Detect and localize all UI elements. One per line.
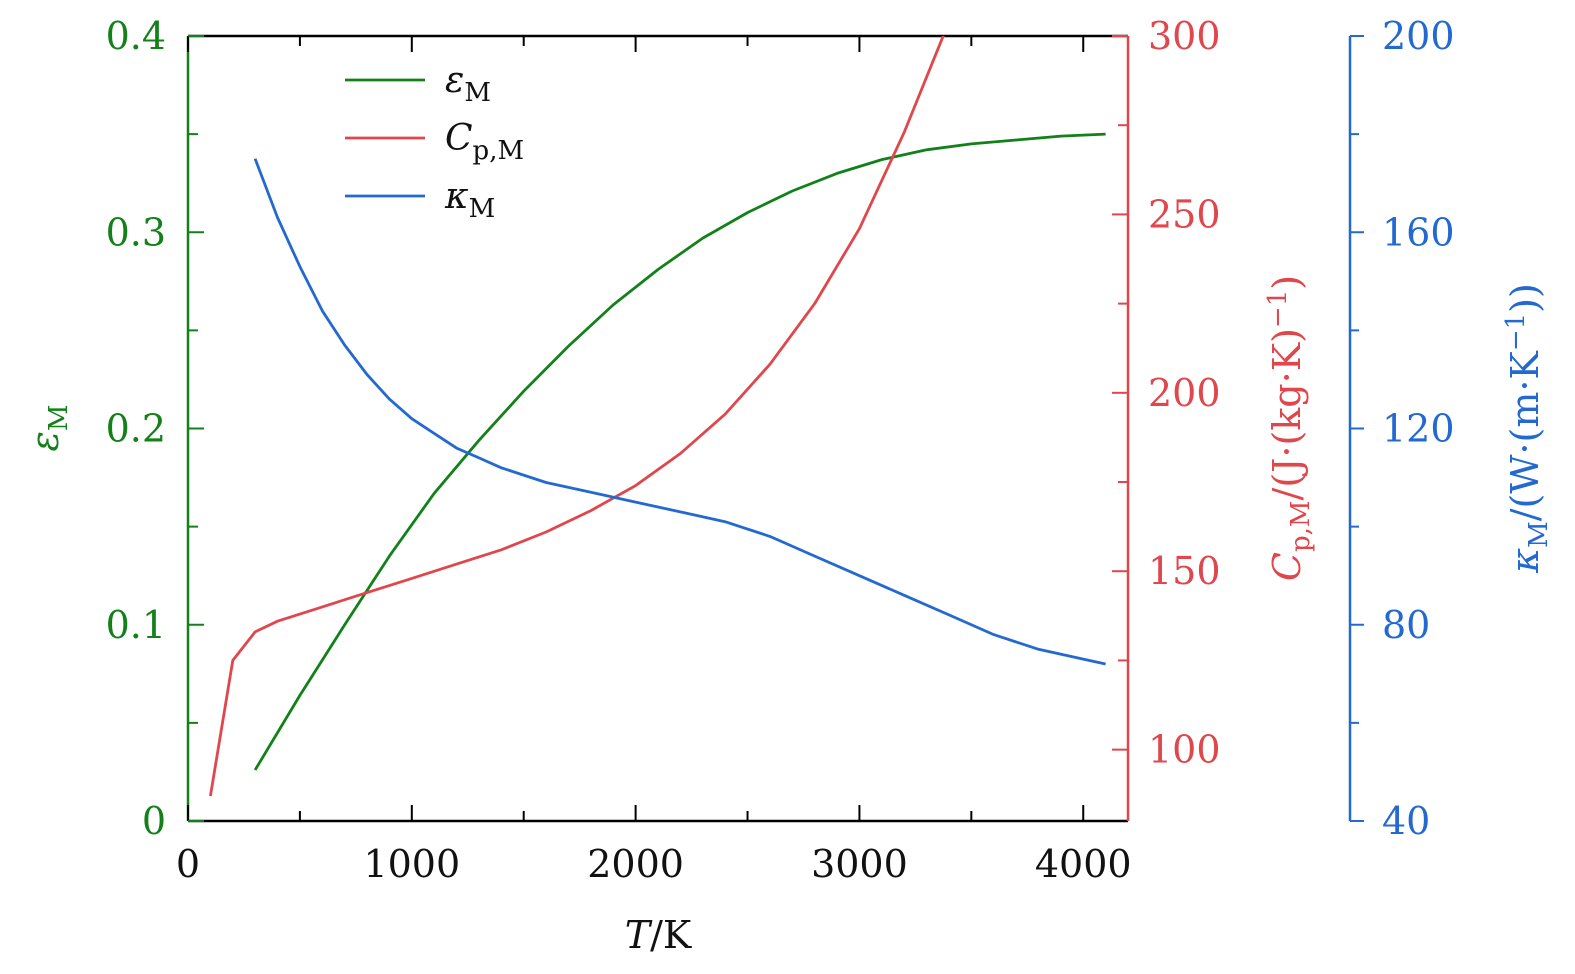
- legend-label: εM: [445, 60, 491, 108]
- outer-right-y-tick-label: 80: [1382, 603, 1430, 647]
- left-y-axis-title: εM: [23, 404, 74, 451]
- right-y-tick-label: 300: [1148, 14, 1221, 58]
- outer-right-y-tick-label: 160: [1382, 210, 1455, 254]
- left-y-tick-label: 0.1: [106, 603, 166, 647]
- legend-label: κM: [444, 176, 495, 224]
- legend: εM Cp,M κM: [345, 60, 524, 224]
- right-y-tick-label: 200: [1148, 371, 1221, 415]
- series-line-kappa: [253, 158, 1106, 666]
- x-tick-label: 1000: [363, 842, 460, 886]
- legend-label: Cp,M: [445, 118, 524, 166]
- outer-right-y-axis-title: κM/(W·(m·K−1)): [1501, 283, 1554, 574]
- x-tick-label: 2000: [587, 842, 684, 886]
- series-line-epsilon: [253, 132, 1106, 771]
- plot-frame: [186, 34, 1352, 823]
- right-y-tick-label: 250: [1148, 192, 1221, 236]
- x-tick-label: 0: [176, 842, 200, 886]
- outer-right-y-tick-label: 40: [1382, 799, 1430, 843]
- outer-right-y-tick-label: 200: [1382, 14, 1455, 58]
- left-y-tick-label: 0.3: [106, 210, 166, 254]
- left-y-tick-label: 0: [142, 799, 166, 843]
- left-y-tick-label: 0.2: [106, 407, 166, 451]
- x-tick-label: 4000: [1035, 842, 1132, 886]
- series-lines: [209, 36, 1106, 797]
- x-tick-label: 3000: [811, 842, 908, 886]
- axis-titles: T/K εM Cp,M/(J·(kg·K)−1) κM/(W·(m·K−1)): [23, 275, 1554, 957]
- outer-right-y-tick-label: 120: [1382, 407, 1455, 451]
- tick-labels: 0 1000 2000 3000 4000 0 0.1 0.2 0.3 0.4 100 150 200 2…: [106, 14, 1455, 886]
- tick-marks: [187, 35, 1364, 822]
- left-y-tick-label: 0.4: [106, 14, 166, 58]
- series-line-cp: [209, 36, 945, 797]
- right-y-tick-label: 150: [1148, 549, 1221, 593]
- x-axis-title: T/K: [625, 913, 692, 957]
- right-y-axis-title: Cp,M/(J·(kg·K)−1): [1263, 275, 1316, 581]
- right-y-tick-label: 100: [1148, 728, 1221, 772]
